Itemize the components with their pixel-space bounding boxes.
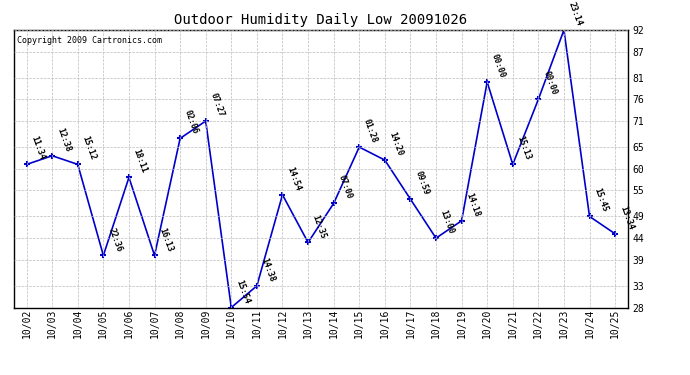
Text: 14:54: 14:54	[285, 165, 302, 192]
Text: 00:00: 00:00	[541, 70, 558, 97]
Text: 13:00: 13:00	[439, 209, 456, 236]
Text: 23:14: 23:14	[566, 1, 584, 27]
Text: 07:00: 07:00	[337, 174, 353, 201]
Text: 11:34: 11:34	[30, 135, 46, 162]
Text: 12:35: 12:35	[310, 213, 328, 240]
Text: 13:34: 13:34	[618, 204, 635, 231]
Text: 14:38: 14:38	[259, 256, 277, 283]
Title: Outdoor Humidity Daily Low 20091026: Outdoor Humidity Daily Low 20091026	[175, 13, 467, 27]
Text: 12:38: 12:38	[55, 126, 72, 153]
Text: Copyright 2009 Cartronics.com: Copyright 2009 Cartronics.com	[17, 36, 162, 45]
Text: 15:12: 15:12	[81, 135, 97, 162]
Text: 07:27: 07:27	[208, 92, 226, 118]
Text: 15:54: 15:54	[234, 278, 251, 305]
Text: 15:45: 15:45	[592, 187, 609, 214]
Text: 01:28: 01:28	[362, 118, 379, 144]
Text: 15:13: 15:13	[515, 135, 533, 162]
Text: 16:13: 16:13	[157, 226, 175, 253]
Text: 00:00: 00:00	[490, 53, 507, 79]
Text: 18:11: 18:11	[132, 148, 149, 175]
Text: 09:59: 09:59	[413, 170, 430, 196]
Text: 02:06: 02:06	[183, 109, 200, 136]
Text: 14:20: 14:20	[388, 131, 404, 157]
Text: 14:18: 14:18	[464, 191, 482, 218]
Text: 22:36: 22:36	[106, 226, 123, 253]
